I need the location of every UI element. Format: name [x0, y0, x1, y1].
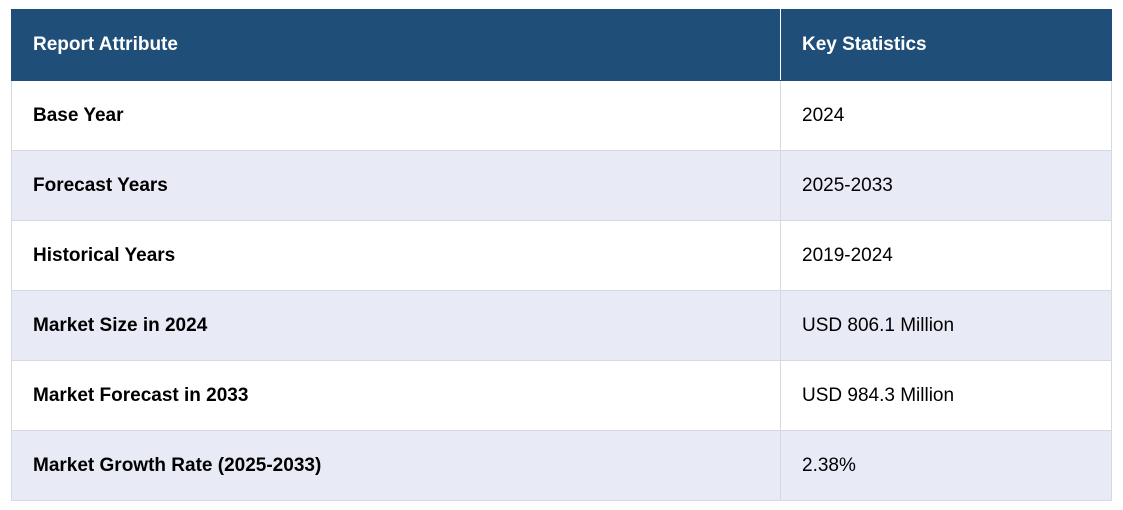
- row-attribute: Market Growth Rate (2025-2033): [11, 430, 781, 501]
- row-value: 2019-2024: [780, 220, 1112, 291]
- header-report-attribute: Report Attribute: [11, 9, 781, 81]
- row-attribute: Historical Years: [11, 220, 781, 291]
- report-table-container: Report Attribute Key Statistics Base Yea…: [11, 9, 1112, 501]
- table-row: Historical Years 2019-2024: [11, 220, 1112, 291]
- header-key-statistics: Key Statistics: [780, 9, 1112, 81]
- row-attribute: Forecast Years: [11, 150, 781, 221]
- report-stats-table: Report Attribute Key Statistics Base Yea…: [11, 9, 1112, 501]
- table-row: Market Growth Rate (2025-2033) 2.38%: [11, 430, 1112, 501]
- table-row: Market Forecast in 2033 USD 984.3 Millio…: [11, 360, 1112, 431]
- row-value: 2.38%: [780, 430, 1112, 501]
- row-attribute: Market Size in 2024: [11, 290, 781, 361]
- header-row: Report Attribute Key Statistics: [11, 9, 1112, 81]
- table-row: Forecast Years 2025-2033: [11, 150, 1112, 221]
- row-value: USD 806.1 Million: [780, 290, 1112, 361]
- table-row: Market Size in 2024 USD 806.1 Million: [11, 290, 1112, 361]
- row-value: USD 984.3 Million: [780, 360, 1112, 431]
- table-body: Base Year 2024 Forecast Years 2025-2033 …: [11, 80, 1112, 501]
- table-row: Base Year 2024: [11, 80, 1112, 151]
- row-attribute: Market Forecast in 2033: [11, 360, 781, 431]
- row-attribute: Base Year: [11, 80, 781, 151]
- table-header: Report Attribute Key Statistics: [11, 9, 1112, 81]
- row-value: 2025-2033: [780, 150, 1112, 221]
- row-value: 2024: [780, 80, 1112, 151]
